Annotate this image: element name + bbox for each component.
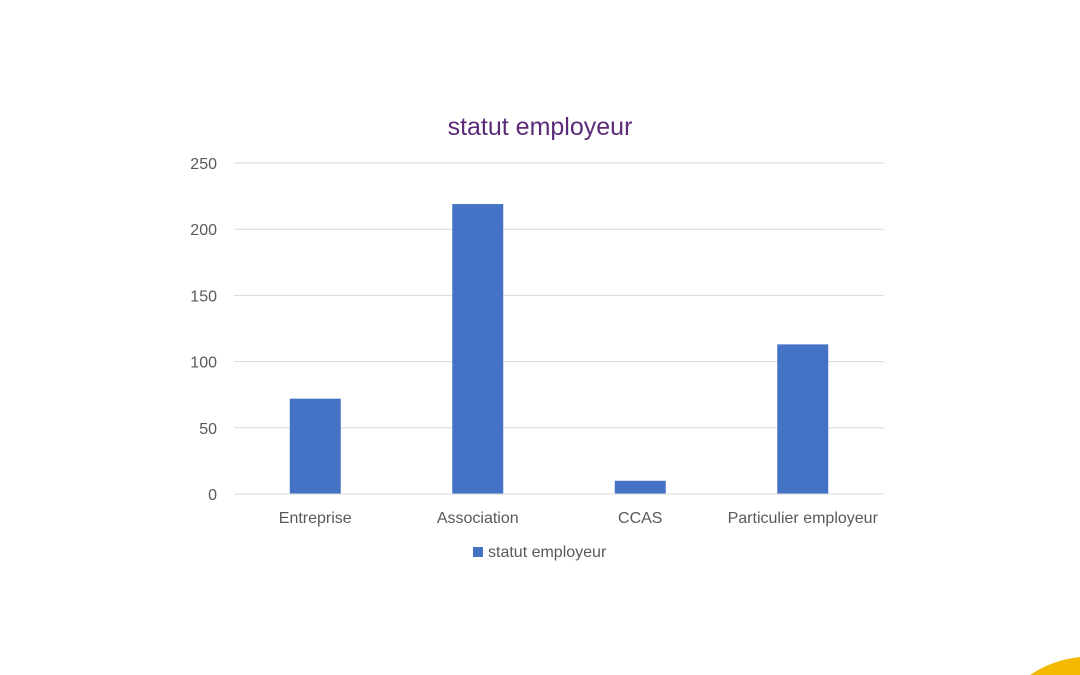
y-tick-label: 200 (190, 222, 217, 239)
x-tick-label: Association (437, 510, 519, 527)
bar-ccas (614, 480, 666, 494)
x-axis-ticks: Entreprise Association CCAS Particulier emp… (279, 510, 879, 527)
bars (289, 204, 829, 494)
corner-decoration (1030, 657, 1080, 675)
y-tick-label: 100 (190, 355, 217, 372)
x-tick-label: CCAS (618, 510, 662, 527)
x-tick-label: Entreprise (279, 510, 352, 527)
bar-association (452, 204, 504, 494)
y-tick-label: 150 (190, 288, 217, 305)
bar-entreprise (289, 398, 341, 494)
bar-particulier-employeur (777, 344, 829, 494)
legend: statut employeur (473, 544, 607, 561)
y-tick-label: 50 (199, 421, 217, 438)
y-tick-label: 0 (208, 487, 217, 504)
chart-title: statut employeur (448, 113, 633, 141)
x-tick-label: Particulier employeur (728, 510, 879, 527)
y-tick-label: 250 (190, 156, 217, 173)
legend-label: statut employeur (488, 544, 607, 561)
legend-swatch (473, 547, 483, 557)
gridlines (234, 162, 884, 429)
y-axis-ticks: 0 50 100 150 200 250 (190, 156, 217, 504)
